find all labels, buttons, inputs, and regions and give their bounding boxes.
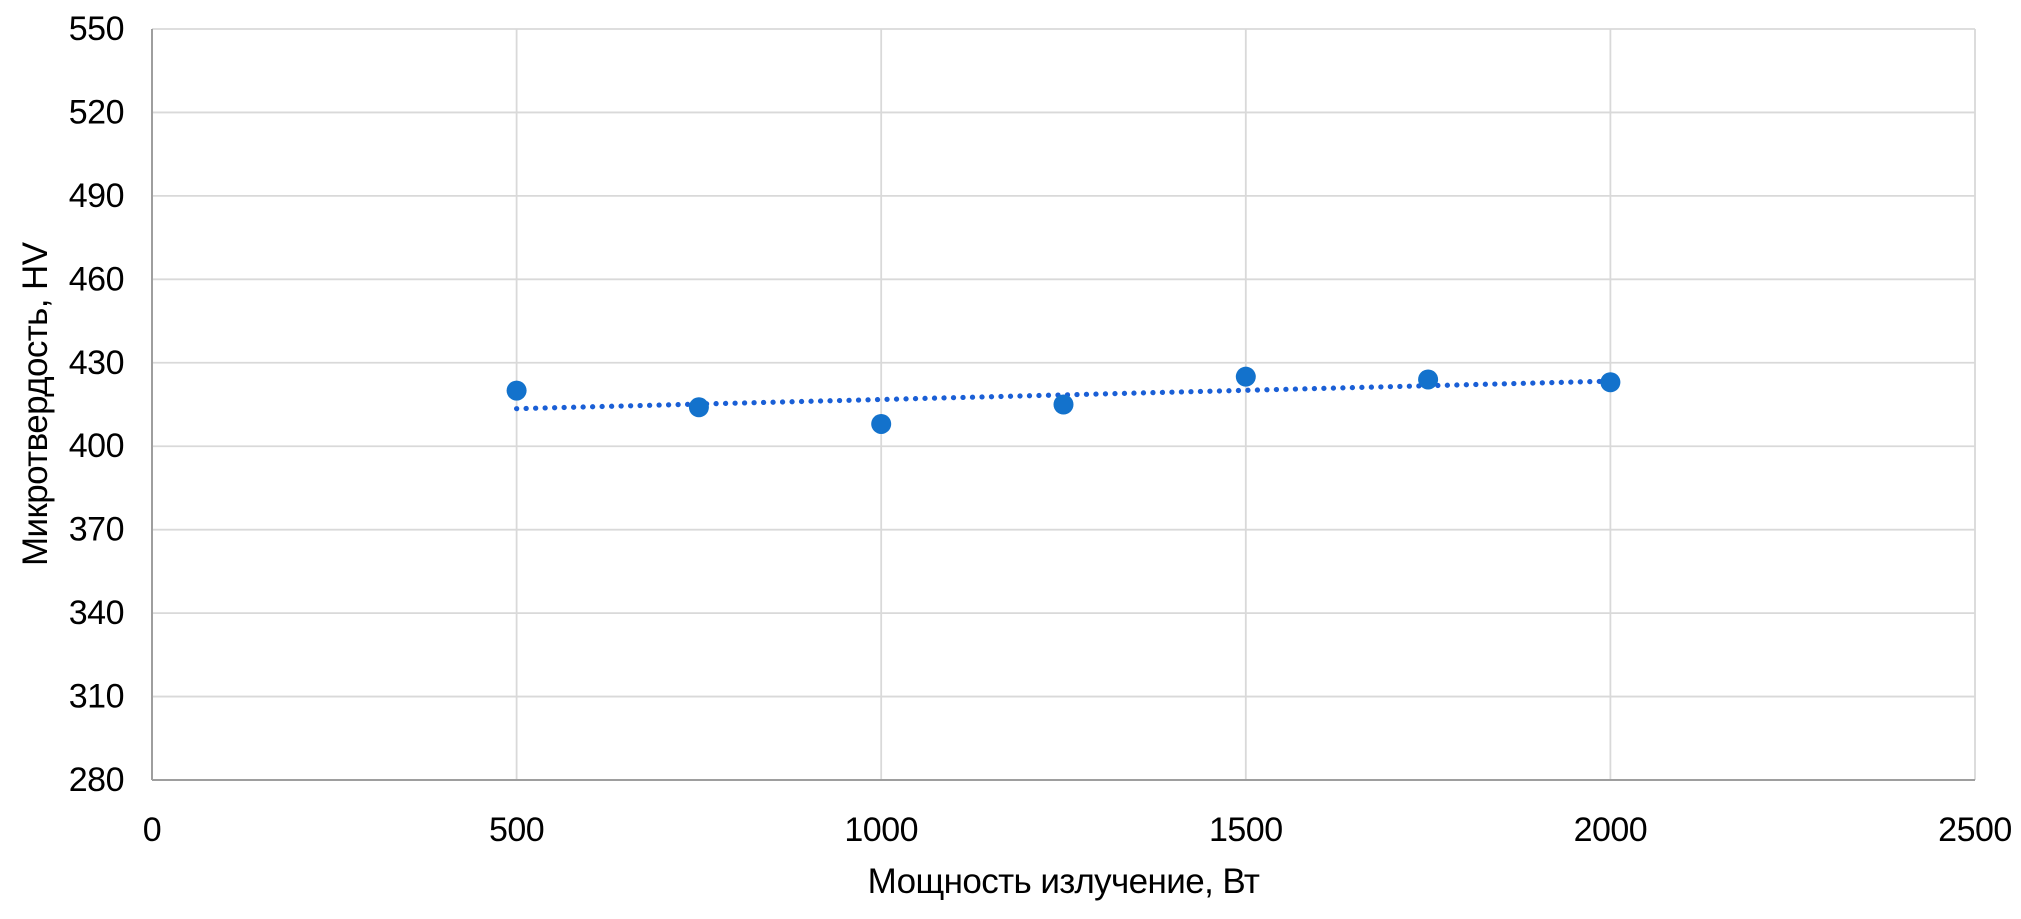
y-axis-title: Микротвердость, HV <box>16 242 55 567</box>
data-point-marker <box>1053 394 1074 415</box>
x-tick-label: 0 <box>143 811 161 849</box>
x-tick-label: 2000 <box>1574 811 1648 849</box>
y-tick-label: 520 <box>69 93 124 131</box>
x-tick-label: 1000 <box>844 811 918 849</box>
y-tick-label: 310 <box>69 678 124 716</box>
y-tick-label: 370 <box>69 511 124 549</box>
x-tick-label: 1500 <box>1209 811 1283 849</box>
x-axis-title: Мощность излучение, Вт <box>867 862 1260 901</box>
x-tick-label: 2500 <box>1938 811 2012 849</box>
y-tick-label: 460 <box>69 260 124 298</box>
y-tick-label: 490 <box>69 177 124 215</box>
data-point-marker <box>1235 366 1256 387</box>
data-point-marker <box>1600 372 1621 393</box>
y-tick-label: 280 <box>69 761 124 799</box>
y-tick-label: 340 <box>69 594 124 632</box>
y-tick-label: 550 <box>69 10 124 48</box>
data-point-marker <box>871 413 892 434</box>
y-tick-label: 430 <box>69 344 124 382</box>
data-point-marker <box>688 397 709 418</box>
y-tick-label: 400 <box>69 427 124 465</box>
x-tick-label: 500 <box>489 811 544 849</box>
data-point-marker <box>506 380 527 401</box>
data-point-marker <box>1418 369 1439 390</box>
